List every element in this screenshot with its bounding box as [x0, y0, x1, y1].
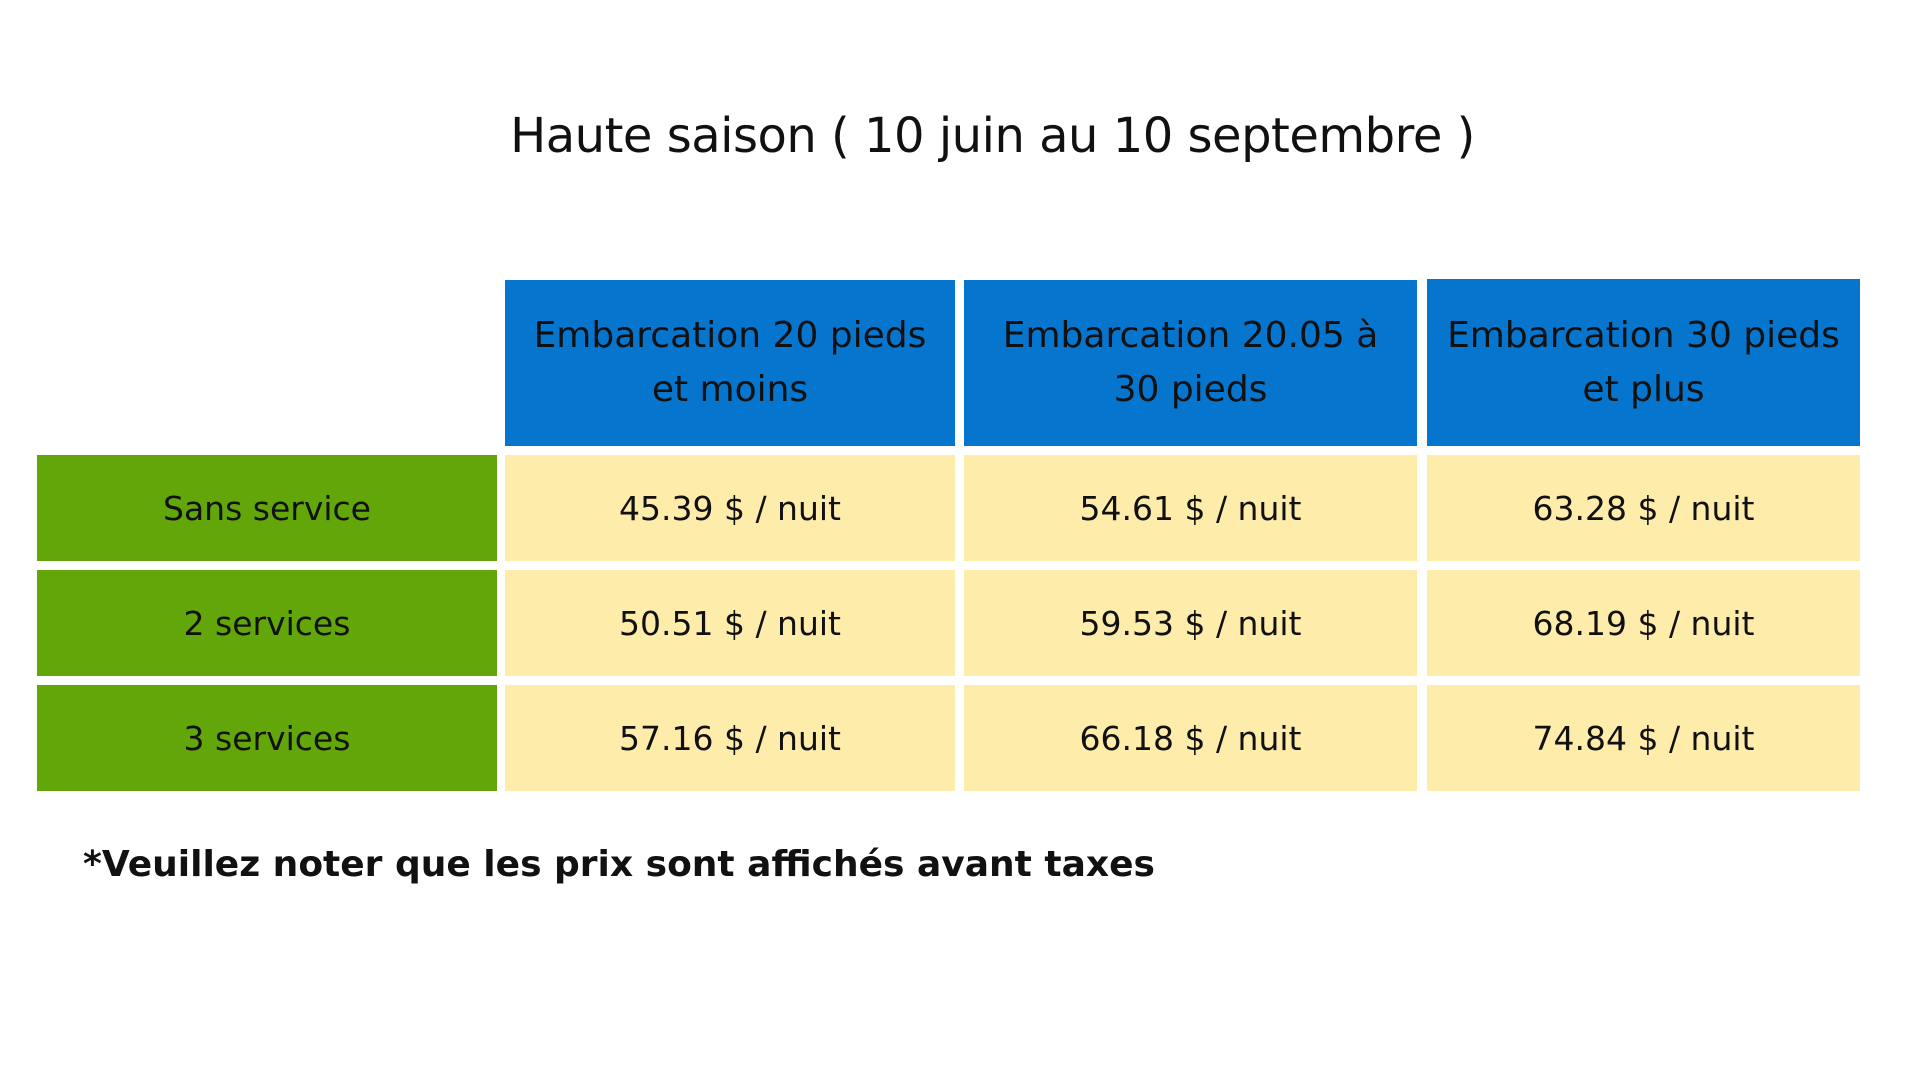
- tax-note: *Veuillez noter que les prix sont affich…: [83, 844, 1155, 885]
- price-cell: 63.28 $ / nuit: [1427, 455, 1860, 561]
- price-cell: 68.19 $ / nuit: [1427, 570, 1860, 676]
- row-label-2-services: 2 services: [37, 570, 497, 676]
- page-title: Haute saison ( 10 juin au 10 septembre ): [510, 108, 1475, 164]
- price-cell: 57.16 $ / nuit: [505, 685, 955, 791]
- price-cell: 66.18 $ / nuit: [964, 685, 1417, 791]
- price-cell: 50.51 $ / nuit: [505, 570, 955, 676]
- column-header-30-pieds-plus: Embarcation 30 pieds et plus: [1427, 279, 1860, 446]
- column-header-20-30-pieds: Embarcation 20.05 à 30 pieds: [964, 280, 1417, 446]
- price-cell: 54.61 $ / nuit: [964, 455, 1417, 561]
- row-label-sans-service: Sans service: [37, 455, 497, 561]
- price-cell: 59.53 $ / nuit: [964, 570, 1417, 676]
- price-cell: 45.39 $ / nuit: [505, 455, 955, 561]
- column-header-20-pieds: Embarcation 20 pieds et moins: [505, 280, 955, 446]
- row-label-3-services: 3 services: [37, 685, 497, 791]
- price-cell: 74.84 $ / nuit: [1427, 685, 1860, 791]
